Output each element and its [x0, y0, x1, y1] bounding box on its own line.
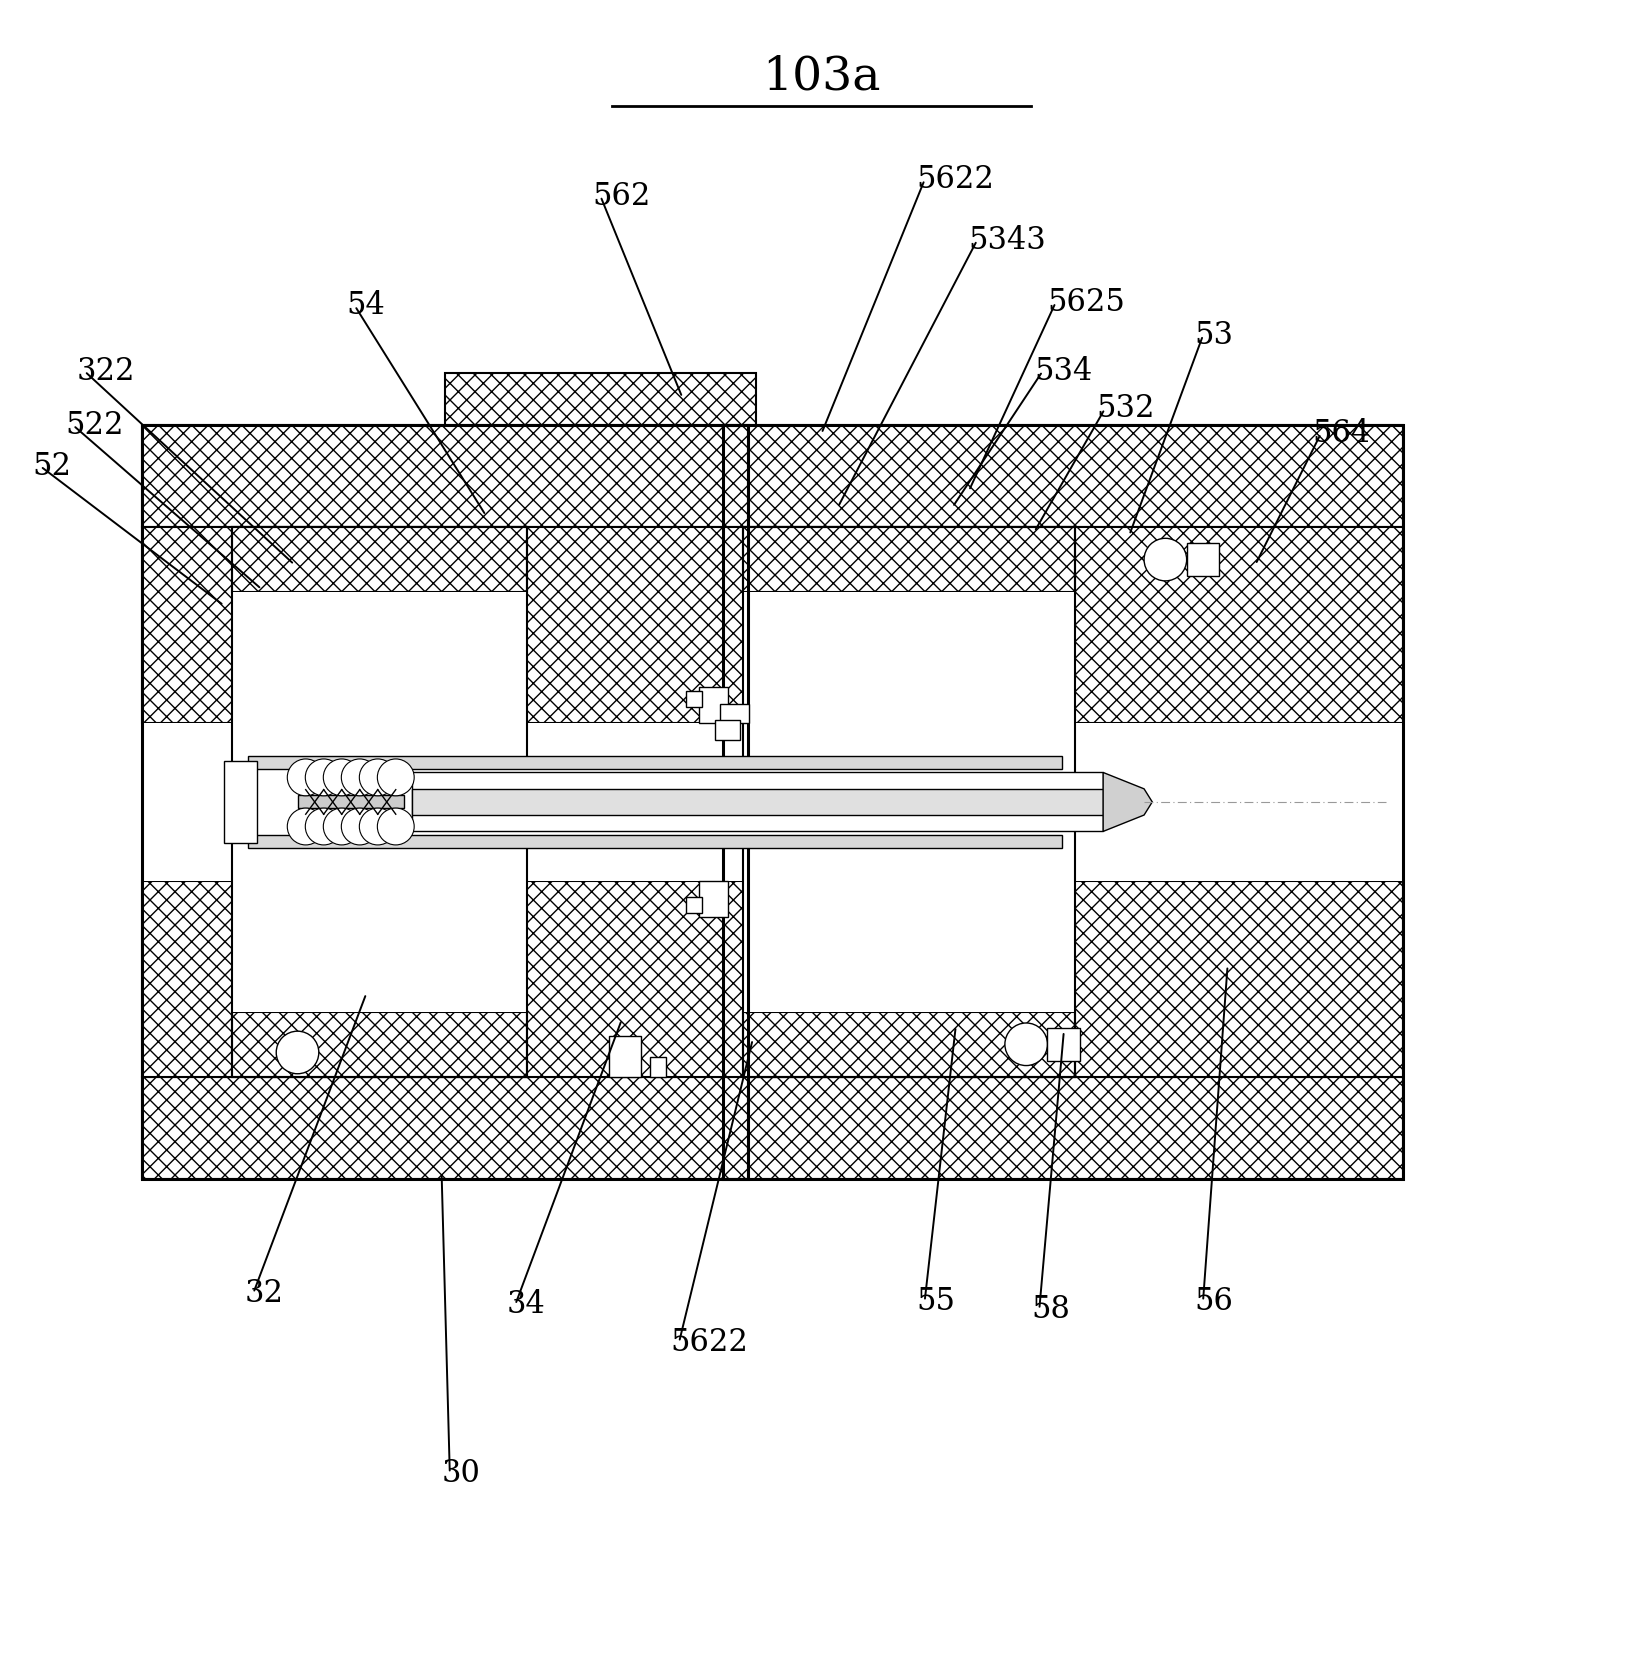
Bar: [698, 881, 728, 916]
Text: 103a: 103a: [762, 55, 881, 99]
Bar: [232, 592, 527, 1012]
Bar: [412, 788, 1102, 815]
Circle shape: [324, 759, 360, 795]
Bar: [223, 760, 256, 843]
Text: 32: 32: [245, 1278, 284, 1309]
Bar: [698, 688, 728, 724]
Bar: [685, 691, 702, 707]
Circle shape: [324, 808, 360, 845]
Polygon shape: [1102, 772, 1152, 831]
Text: 322: 322: [77, 355, 135, 387]
Text: 5622: 5622: [670, 1327, 749, 1357]
Circle shape: [276, 1031, 319, 1074]
Bar: [232, 1012, 527, 1078]
Text: 54: 54: [347, 291, 386, 321]
Bar: [723, 881, 1403, 1078]
Bar: [723, 425, 1403, 527]
Bar: [141, 527, 748, 724]
Bar: [608, 1036, 641, 1078]
Text: 534: 534: [1035, 355, 1093, 387]
Text: 5625: 5625: [1048, 288, 1125, 317]
Bar: [720, 704, 749, 724]
Text: 564: 564: [1313, 418, 1370, 450]
Circle shape: [360, 808, 396, 845]
Bar: [445, 374, 756, 425]
Bar: [685, 898, 702, 914]
Bar: [141, 1078, 748, 1179]
Text: 58: 58: [1032, 1294, 1070, 1326]
Bar: [743, 1012, 1075, 1078]
Circle shape: [1144, 539, 1186, 580]
Text: 30: 30: [442, 1458, 480, 1489]
Text: 532: 532: [1096, 393, 1155, 425]
Bar: [297, 795, 404, 808]
Bar: [743, 592, 1075, 1012]
Circle shape: [288, 759, 324, 795]
Bar: [248, 755, 1063, 769]
Circle shape: [306, 759, 342, 795]
Text: 5343: 5343: [969, 225, 1047, 256]
Text: 562: 562: [591, 180, 651, 212]
Bar: [141, 425, 748, 527]
Bar: [1186, 544, 1219, 575]
Text: 5622: 5622: [917, 164, 994, 195]
Text: 56: 56: [1194, 1286, 1234, 1317]
Circle shape: [360, 759, 396, 795]
Text: 52: 52: [33, 451, 71, 481]
Bar: [141, 425, 748, 1179]
Bar: [1048, 1028, 1079, 1061]
Bar: [715, 721, 739, 739]
Circle shape: [378, 808, 414, 845]
Bar: [723, 527, 1403, 724]
Bar: [723, 425, 1403, 1179]
Bar: [743, 527, 1075, 1078]
Bar: [649, 1058, 665, 1078]
Bar: [412, 772, 1102, 831]
Circle shape: [306, 808, 342, 845]
Circle shape: [378, 759, 414, 795]
Bar: [743, 527, 1075, 592]
Circle shape: [288, 808, 324, 845]
Circle shape: [342, 759, 378, 795]
Bar: [248, 835, 1063, 848]
Circle shape: [1006, 1023, 1048, 1066]
Text: 55: 55: [917, 1286, 956, 1317]
Bar: [723, 1078, 1403, 1179]
Circle shape: [342, 808, 378, 845]
Bar: [232, 527, 527, 592]
Bar: [141, 724, 748, 881]
Bar: [232, 527, 527, 1078]
Text: 522: 522: [66, 410, 123, 441]
Bar: [248, 769, 1063, 835]
Text: 34: 34: [508, 1289, 545, 1321]
Text: 53: 53: [1194, 319, 1234, 350]
Bar: [723, 724, 1403, 881]
Bar: [141, 881, 748, 1078]
